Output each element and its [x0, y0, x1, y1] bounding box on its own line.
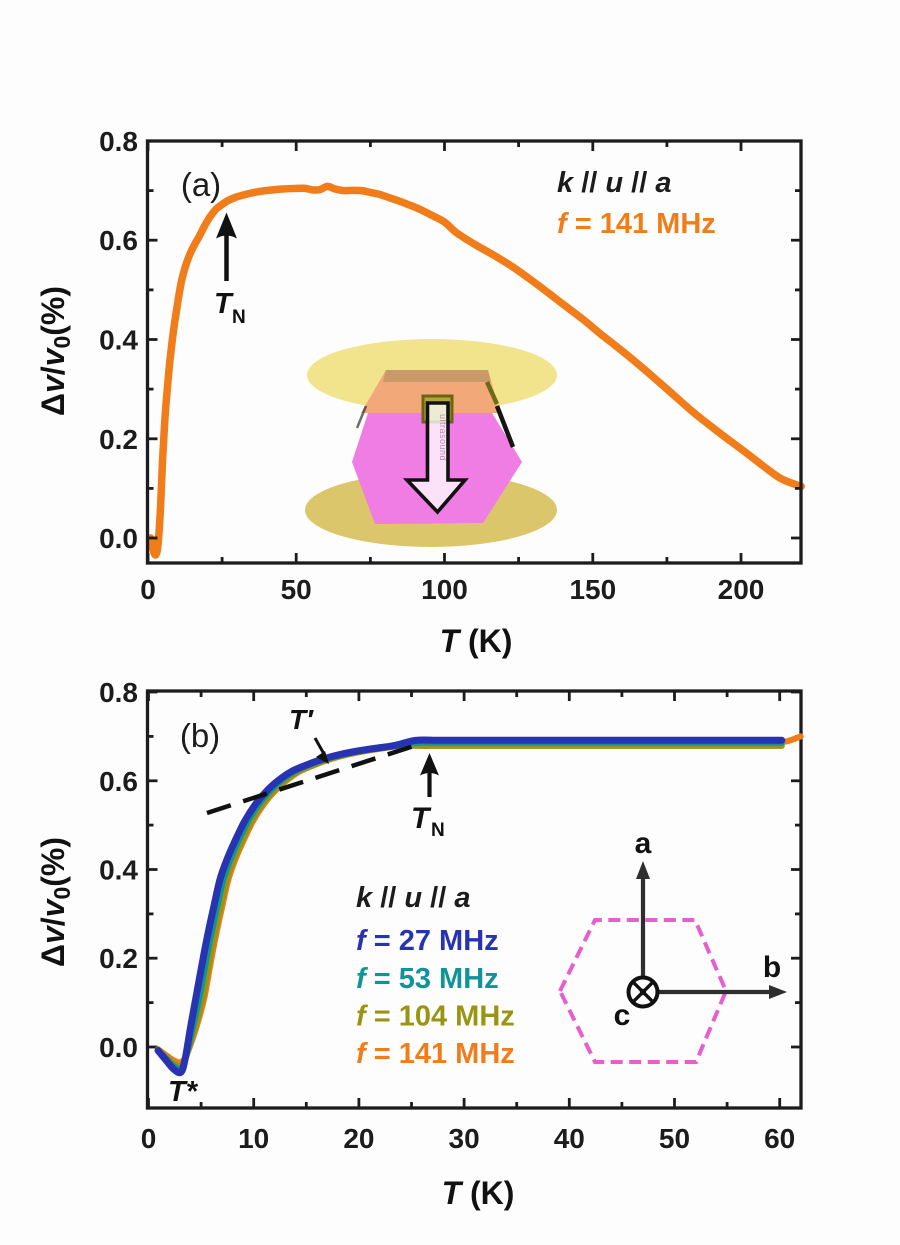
svg-text:30: 30 [449, 1123, 480, 1154]
svg-text:40: 40 [554, 1123, 585, 1154]
svg-text:T (K): T (K) [442, 1175, 515, 1211]
svg-text:50: 50 [659, 1123, 690, 1154]
svg-text:50: 50 [281, 574, 312, 605]
svg-text:Δv/v0(%): Δv/v0(%) [35, 286, 75, 416]
svg-text:0.6: 0.6 [99, 225, 138, 256]
svg-text:ultrasound: ultrasound [438, 414, 448, 461]
svg-text:150: 150 [569, 574, 616, 605]
svg-text:b: b [763, 951, 781, 984]
svg-text:N: N [431, 820, 445, 841]
svg-text:f = 104 MHz: f = 104 MHz [356, 1001, 515, 1033]
svg-text:200: 200 [718, 574, 765, 605]
svg-text:0.4: 0.4 [99, 325, 138, 356]
svg-text:(b): (b) [180, 717, 220, 754]
svg-text:c: c [614, 999, 631, 1032]
svg-text:N: N [232, 307, 246, 328]
svg-text:a: a [635, 827, 652, 860]
svg-text:T: T [411, 802, 432, 835]
svg-text:T′: T′ [289, 704, 314, 735]
svg-text:0: 0 [141, 1123, 157, 1154]
svg-text:k // u // a: k // u // a [356, 882, 470, 914]
svg-text:0.2: 0.2 [99, 943, 138, 974]
svg-text:60: 60 [764, 1123, 795, 1154]
svg-text:k // u // a: k // u // a [557, 167, 671, 199]
svg-text:T*: T* [168, 1076, 199, 1108]
svg-text:f = 27 MHz: f = 27 MHz [356, 925, 499, 957]
svg-text:10: 10 [238, 1123, 269, 1154]
svg-text:0.0: 0.0 [99, 523, 138, 554]
svg-text:100: 100 [421, 574, 468, 605]
svg-text:f = 53 MHz: f = 53 MHz [356, 963, 499, 995]
svg-text:0.8: 0.8 [99, 126, 138, 157]
svg-text:(a): (a) [181, 166, 221, 203]
svg-text:0.4: 0.4 [99, 855, 138, 886]
svg-text:f = 141 MHz: f = 141 MHz [557, 208, 716, 240]
svg-text:0.2: 0.2 [99, 424, 138, 455]
svg-text:f = 141 MHz: f = 141 MHz [356, 1038, 515, 1070]
svg-text:0.8: 0.8 [99, 677, 138, 708]
svg-text:0: 0 [140, 574, 156, 605]
svg-text:0.0: 0.0 [99, 1032, 138, 1063]
svg-text:20: 20 [343, 1123, 374, 1154]
svg-text:T: T [214, 288, 234, 320]
svg-text:Δv/v0(%): Δv/v0(%) [35, 837, 75, 967]
svg-text:T (K): T (K) [440, 623, 513, 659]
svg-text:0.6: 0.6 [99, 766, 138, 797]
